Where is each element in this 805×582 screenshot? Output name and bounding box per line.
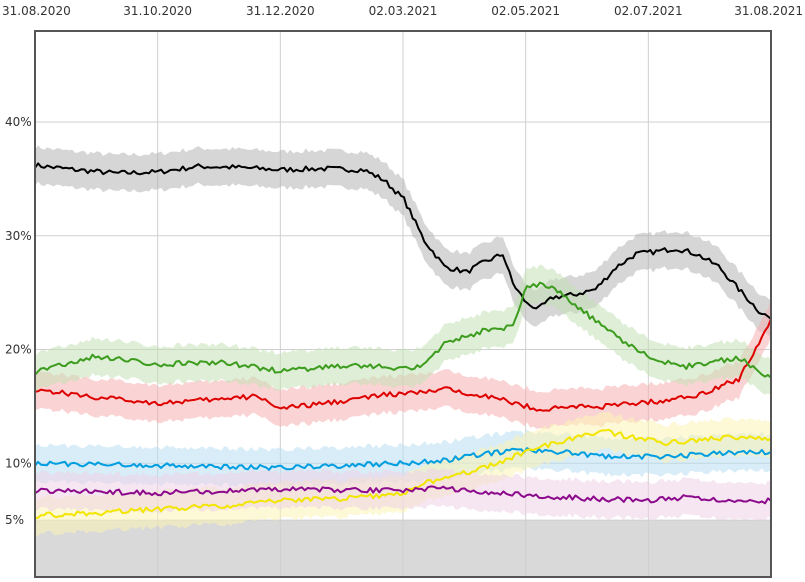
series-line: [34, 318, 772, 412]
x-tick-label: 31.12.2020: [246, 4, 315, 18]
series-confidence-band: [35, 264, 771, 397]
y-tick-label: 10%: [5, 456, 32, 470]
x-tick-label: 02.07.2021: [614, 4, 683, 18]
x-tick-label: 31.08.2020: [2, 4, 71, 18]
series-lines: [34, 162, 772, 520]
x-tick-label: 31.10.2020: [123, 4, 192, 18]
series-line: [34, 485, 772, 505]
series-confidence-band: [35, 145, 771, 337]
y-tick-label: 30%: [5, 229, 32, 243]
y-tick-label: 5%: [5, 513, 24, 527]
series-confidence-band: [35, 300, 771, 429]
y-axis-tick-labels: 5% 10% 20% 30% 40%: [5, 115, 32, 527]
plot-frame: [34, 30, 772, 578]
series-line: [34, 428, 772, 520]
series-line: [34, 162, 772, 320]
y-tick-label: 40%: [5, 115, 32, 129]
confidence-bands: [35, 145, 771, 537]
x-tick-label: 31.08.2021: [734, 4, 803, 18]
x-tick-label: 02.03.2021: [369, 4, 438, 18]
x-tick-label: 02.05.2021: [491, 4, 560, 18]
series-line: [34, 447, 772, 471]
y-tick-label: 20%: [5, 343, 32, 357]
x-axis-tick-labels: 31.08.2020 31.10.2020 31.12.2020 02.03.2021…: [2, 4, 803, 18]
series-line: [34, 281, 772, 379]
